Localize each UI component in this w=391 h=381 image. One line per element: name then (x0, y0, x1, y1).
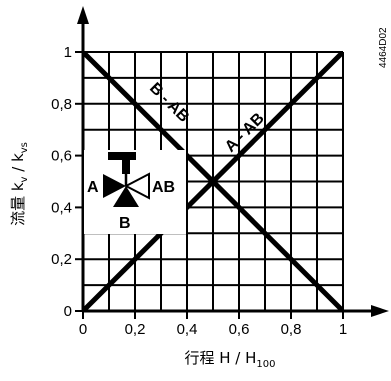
y-tick-label: 0,4 (51, 199, 72, 216)
y-tick-label: 0,2 (51, 251, 72, 268)
x-tick-label: 0,2 (125, 321, 146, 338)
y-axis-title: 流量 kv / kvs (9, 142, 30, 226)
x-tick-label: 0,4 (177, 321, 198, 338)
series-group (83, 52, 343, 311)
y-axis-arrow (77, 6, 89, 24)
valve-port-a: A (87, 179, 99, 196)
tick-labels: 0 0,2 0,4 0,6 0,8 1 0 0,2 0,4 0,6 0,8 1 (51, 44, 347, 338)
document-code: 4464D02 (378, 27, 389, 68)
y-tick-label: 0 (64, 303, 72, 320)
series-line-b-ab (83, 52, 343, 311)
valve-port-ab: AB (152, 179, 175, 196)
axes (77, 6, 389, 317)
three-way-valve-icon: A AB B (84, 150, 186, 234)
x-axis-title: 行程 H / H100 (184, 349, 275, 370)
y-tick-label: 0,8 (51, 96, 72, 113)
x-tick-label: 0,6 (229, 321, 250, 338)
x-tick-label: 0 (79, 321, 87, 338)
y-tick-label: 0,6 (51, 148, 72, 165)
valve-port-b: B (119, 215, 131, 232)
x-axis-arrow (371, 305, 389, 317)
x-tick-label: 0,8 (281, 321, 302, 338)
y-tick-label: 1 (64, 44, 72, 61)
x-tick-label: 1 (339, 321, 347, 338)
